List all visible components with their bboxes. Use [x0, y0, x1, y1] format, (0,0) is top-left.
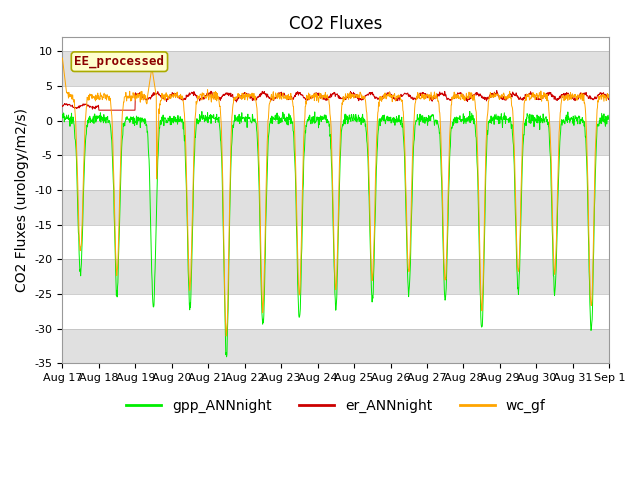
er_ANNnight [59, 103, 67, 109]
wc_gf [167, 96, 175, 101]
wc_gf [59, 55, 67, 61]
wc_gf [493, 91, 500, 97]
er_ANNnight [493, 88, 500, 94]
wc_gf [541, 92, 548, 97]
gpp_ANNnight [493, 116, 500, 122]
wc_gf [222, 333, 230, 339]
gpp_ANNnight [541, 115, 549, 121]
gpp_ANNnight [466, 108, 474, 114]
er_ANNnight [180, 96, 188, 101]
Text: EE_processed: EE_processed [74, 55, 164, 68]
Bar [63, 190, 609, 225]
gpp_ANNnight [180, 131, 188, 137]
Line: wc_gf: wc_gf [63, 58, 609, 336]
wc_gf [605, 92, 613, 97]
Y-axis label: CO2 Fluxes (urology/m2/s): CO2 Fluxes (urology/m2/s) [15, 108, 29, 292]
Bar [63, 329, 609, 363]
wc_gf [242, 90, 250, 96]
er_ANNnight [95, 108, 103, 113]
er_ANNnight [167, 92, 175, 98]
Title: CO2 Fluxes: CO2 Fluxes [289, 15, 383, 33]
Bar [63, 259, 609, 294]
er_ANNnight [242, 91, 250, 97]
gpp_ANNnight [242, 114, 250, 120]
Legend: gpp_ANNnight, er_ANNnight, wc_gf: gpp_ANNnight, er_ANNnight, wc_gf [120, 393, 551, 418]
Line: er_ANNnight: er_ANNnight [63, 91, 609, 110]
gpp_ANNnight [167, 115, 175, 121]
gpp_ANNnight [605, 116, 613, 122]
wc_gf [421, 92, 429, 98]
er_ANNnight [541, 91, 549, 97]
er_ANNnight [605, 96, 613, 102]
Bar [63, 120, 609, 155]
er_ANNnight [493, 91, 500, 97]
gpp_ANNnight [421, 120, 429, 126]
gpp_ANNnight [59, 111, 67, 117]
Line: gpp_ANNnight: gpp_ANNnight [63, 111, 609, 357]
er_ANNnight [421, 91, 429, 96]
wc_gf [180, 108, 188, 113]
gpp_ANNnight [223, 354, 230, 360]
Bar [63, 51, 609, 86]
